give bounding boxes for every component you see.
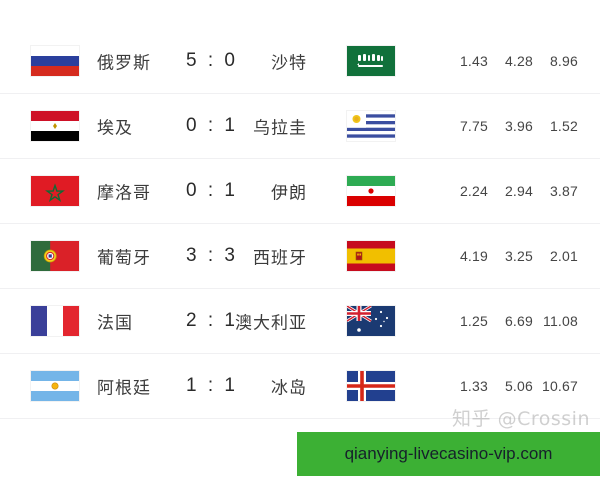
odd-value[interactable]: 11.08	[543, 313, 578, 329]
odd-value[interactable]: 7.75	[459, 118, 488, 134]
odd-value[interactable]: 5.06	[504, 378, 533, 394]
odds-group: 1.33 5.06 10.67	[443, 378, 578, 394]
odds-group: 7.75 3.96 1.52	[443, 118, 578, 134]
odd-value[interactable]: 2.24	[459, 183, 488, 199]
odd-value[interactable]: 3.96	[504, 118, 533, 134]
match-score: 2 : 1	[186, 310, 238, 331]
home-team-name: 埃及	[97, 118, 133, 139]
promo-banner[interactable]: qianying-livecasino-vip.com	[297, 432, 600, 476]
away-team-name: 伊朗	[271, 183, 307, 204]
egypt-flag	[31, 111, 79, 141]
home-team-name: 阿根廷	[97, 378, 151, 399]
home-team-name: 法国	[97, 313, 133, 334]
odd-value[interactable]: 3.25	[504, 248, 533, 264]
australia-flag	[347, 306, 395, 336]
away-team-name: 澳大利亚	[235, 313, 307, 334]
odd-value[interactable]: 1.52	[549, 118, 578, 134]
match-score: 0 : 1	[186, 115, 238, 136]
promo-banner-text: qianying-livecasino-vip.com	[344, 444, 553, 463]
odd-value[interactable]: 2.01	[549, 248, 578, 264]
match-row[interactable]: 摩洛哥 0 : 1 伊朗 2.24 2.94 3.87	[0, 159, 600, 224]
odd-value[interactable]: 8.96	[549, 53, 578, 69]
away-team-name: 乌拉圭	[253, 118, 307, 139]
match-score: 1 : 1	[186, 375, 238, 396]
match-row[interactable]: 埃及 0 : 1 乌拉圭 7.75 3.96 1.52	[0, 94, 600, 159]
match-row[interactable]: 葡萄牙 3 : 3 西班牙 4.19 3.25 2.01	[0, 224, 600, 289]
odd-value[interactable]: 1.43	[459, 53, 488, 69]
odd-value[interactable]: 10.67	[541, 378, 578, 394]
home-team-name: 摩洛哥	[97, 183, 151, 204]
odds-group: 1.25 6.69 11.08	[443, 313, 578, 329]
odds-group: 1.43 4.28 8.96	[443, 53, 578, 69]
iran-flag	[347, 176, 395, 206]
odd-value[interactable]: 1.25	[459, 313, 488, 329]
away-team-name: 沙特	[271, 53, 307, 74]
france-flag	[31, 306, 79, 336]
match-list: 俄罗斯 5 : 0 沙特 1.43 4.28 8.96 埃及 0 : 1 乌拉圭 7.75 3.96…	[0, 29, 600, 419]
match-score: 5 : 0	[186, 50, 238, 71]
home-team-name: 葡萄牙	[97, 248, 151, 269]
match-row[interactable]: 阿根廷 1 : 1 冰岛 1.33 5.06 10.67	[0, 354, 600, 419]
odd-value[interactable]: 2.94	[504, 183, 533, 199]
odd-value[interactable]: 4.28	[504, 53, 533, 69]
odd-value[interactable]: 1.33	[459, 378, 488, 394]
match-score: 0 : 1	[186, 180, 238, 201]
odds-group: 2.24 2.94 3.87	[443, 183, 578, 199]
odds-group: 4.19 3.25 2.01	[443, 248, 578, 264]
iceland-flag	[347, 371, 395, 401]
spain-flag	[347, 241, 395, 271]
russia-flag	[31, 46, 79, 76]
portugal-flag	[31, 241, 79, 271]
odd-value[interactable]: 4.19	[459, 248, 488, 264]
uruguay-flag	[347, 111, 395, 141]
match-row[interactable]: 俄罗斯 5 : 0 沙特 1.43 4.28 8.96	[0, 29, 600, 94]
argentina-flag	[31, 371, 79, 401]
saudi-arabia-flag	[347, 46, 395, 76]
home-team-name: 俄罗斯	[97, 53, 151, 74]
odd-value[interactable]: 3.87	[549, 183, 578, 199]
match-row[interactable]: 法国 2 : 1 澳大利亚 1.25 6.69 11.08	[0, 289, 600, 354]
odd-value[interactable]: 6.69	[504, 313, 533, 329]
away-team-name: 冰岛	[271, 378, 307, 399]
away-team-name: 西班牙	[253, 248, 307, 269]
morocco-flag	[31, 176, 79, 206]
match-score: 3 : 3	[186, 245, 238, 266]
